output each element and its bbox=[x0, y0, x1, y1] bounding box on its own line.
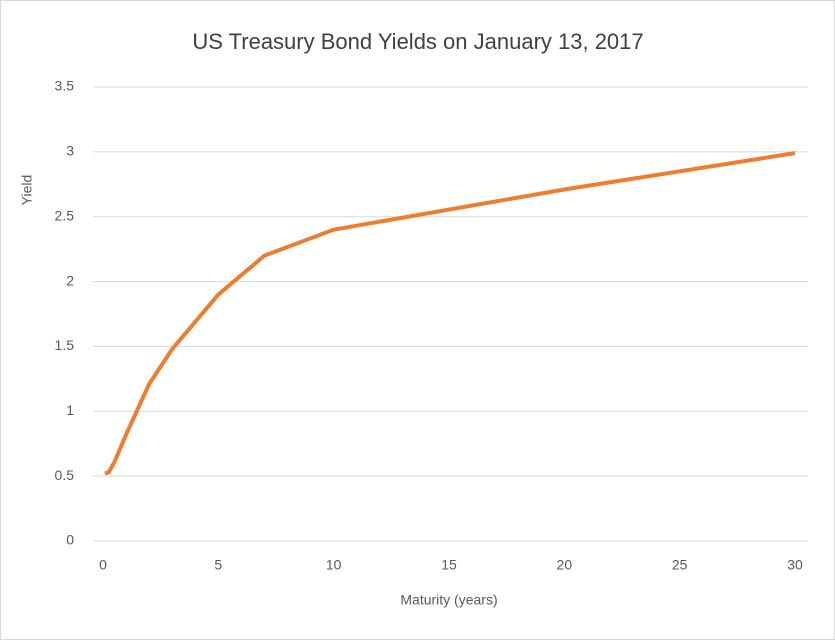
y-axis-label: Yield bbox=[19, 175, 35, 206]
x-tick-label: 20 bbox=[557, 557, 573, 573]
y-tick-label: 3.5 bbox=[55, 78, 75, 94]
x-axis-label: Maturity (years) bbox=[400, 592, 497, 608]
x-tick-label: 10 bbox=[326, 557, 342, 573]
x-tick-label: 30 bbox=[787, 557, 803, 573]
y-tick-label: 2.5 bbox=[55, 207, 75, 223]
y-tick-label: 1 bbox=[66, 402, 74, 418]
x-tick-label: 25 bbox=[672, 557, 688, 573]
y-tick-label: 2 bbox=[66, 272, 74, 288]
x-tick-label: 15 bbox=[441, 557, 457, 573]
y-tick-label: 0.5 bbox=[55, 467, 75, 483]
y-tick-label: 1.5 bbox=[55, 337, 75, 353]
y-tick-label: 3 bbox=[66, 143, 74, 159]
x-tick-label: 0 bbox=[99, 557, 107, 573]
y-tick-label: 0 bbox=[66, 532, 74, 548]
x-tick-label: 5 bbox=[214, 557, 222, 573]
chart-title: US Treasury Bond Yields on January 13, 2… bbox=[192, 29, 643, 54]
data-line bbox=[104, 151, 796, 476]
